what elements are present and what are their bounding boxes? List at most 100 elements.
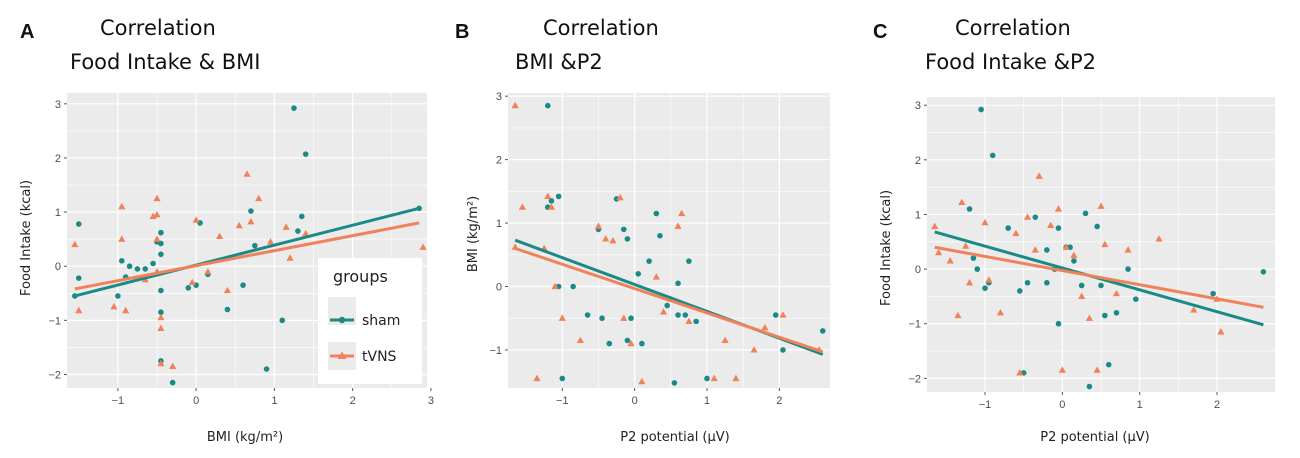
panel-a-point-tvns [75,306,83,314]
panel-b-point-sham [682,312,689,318]
panel-b-point-sham [646,258,652,264]
panel-a-ytick-label: −2 [48,369,61,381]
panel-c-point-tvns [1016,369,1024,376]
panel-c-point-tvns [1031,246,1039,253]
panel-a-point-tvns [157,313,165,321]
panel-a-title-line1: Correlation [100,16,216,40]
panel-a-point-sham [142,266,149,272]
panel-c-ytick-label: 2 [915,155,921,167]
panel-b-point-sham [606,340,613,347]
panel-b-point-tvns [659,308,668,315]
panel-b-point-tvns [511,101,519,109]
panel-c-point-sham [1071,258,1077,264]
panel-c-point-sham [974,266,981,272]
panel-c-point-tvns [1078,292,1086,299]
panel-c-ytick-label: 0 [915,264,921,276]
panel-b-point-sham [675,280,681,287]
panel-c-point-tvns [1047,221,1055,228]
panel-a-point-sham [169,379,176,386]
legend-label-tvns: tVNS [362,349,397,365]
panel-c-point-tvns [1058,366,1066,373]
panel-c-ylabel: Food Intake (kcal) [879,190,894,306]
panel-b-point-tvns [674,222,682,229]
panel-a-point-tvns [157,324,165,332]
panel-c-point-sham [1055,225,1062,231]
panel-a-xlabel: BMI (kg/m²) [207,430,283,445]
panel-a-point-sham [291,105,297,111]
panel-c-ytick-label: 1 [915,209,921,221]
panel-c-xlabel: P2 potential (µV) [1040,430,1150,445]
panel-c-point-sham [1125,266,1131,272]
panel-c-point-sham [1044,247,1050,253]
panel-c-point-sham [1260,269,1267,275]
panel-c-point-tvns [931,222,939,230]
panel-c-point-sham [1098,282,1104,289]
panel-c-point-tvns [1085,314,1093,321]
panel-b-xtick-label: 1 [704,395,710,407]
panel-b-point-tvns [558,314,566,321]
panel-a-fit-line-tvns [74,221,420,291]
panel-c-letter: C [873,21,887,43]
panel-b-plot-background [508,93,830,388]
panel-c-point-sham [1113,309,1120,316]
panel-c-point-sham [978,106,984,113]
panel-b-point-tvns [576,336,584,344]
panel-c-point-tvns [1035,172,1043,179]
legend: groups sham tVNS [318,258,422,384]
panel-a-ytick-label: 3 [55,99,61,111]
panel-b-point-tvns [616,193,624,201]
panel-c-point-sham [1055,320,1062,327]
panel-b-point-tvns [761,323,769,331]
panel-b-ytick-label: 2 [496,155,502,167]
panel-b-point-sham [559,375,566,382]
panel-a-point-sham [263,366,270,372]
panel-a-point-tvns [153,235,161,242]
panel-c-point-tvns [1124,246,1132,253]
panel-a-point-tvns [153,210,161,218]
panel-a-point-tvns [157,359,165,367]
panel-b-point-sham [584,312,591,318]
panel-c-point-sham [970,255,977,261]
panel-b-point-sham [613,196,620,202]
panel-a-point-sham [279,317,286,324]
panel-a-xtick-label: 3 [428,395,434,407]
panel-c-fit-line-tvns [934,245,1264,309]
panel-b-point-tvns [652,273,660,280]
panel-a-point-tvns [118,202,126,210]
panel-a-letter: A [20,21,34,43]
panel-a-point-tvns [235,221,243,229]
panel-c-point-tvns [965,278,974,286]
panel-c-point-tvns [1023,213,1032,220]
panel-a-point-sham [240,282,246,288]
panel-c-point-tvns [1217,328,1225,335]
panel-b-point-tvns [551,282,559,290]
panel-a-point-sham [150,260,156,267]
panel-b-point-sham [635,271,642,277]
panel-c-point-sham [1032,214,1039,220]
panel-c-point-tvns [1093,366,1101,373]
panel-b-point-sham [653,210,660,217]
panel-b-point-tvns [609,237,617,244]
panel-a-point-sham [118,257,125,264]
panel-b-fit-line-tvns [514,247,824,354]
panel-a-point-tvns [169,362,177,369]
panel-b-point-sham [555,193,562,200]
panel-c-point-tvns [1155,235,1163,242]
panel-c-point-sham [1094,223,1100,230]
panel-a-fit-line-sham [74,206,420,298]
panel-c-point-sham [1102,312,1108,319]
panel-a-point-sham [134,266,141,272]
panel-c-point-sham [1133,296,1139,302]
panel-b-point-sham [599,315,605,322]
panel-a-point-sham [158,251,164,258]
panel-c-point-sham [966,206,973,212]
panel-a-point-tvns [204,267,212,275]
panel-c-xtick-label: 1 [1137,399,1143,411]
panel-a-xtick-label: 0 [193,395,199,407]
panel-b-xlabel: P2 potential (µV) [620,430,730,445]
panel-a-point-tvns [255,194,263,202]
panel-a-point-tvns [153,194,161,202]
panel-b-point-tvns [685,317,693,324]
panel-c-point-tvns [985,276,993,283]
